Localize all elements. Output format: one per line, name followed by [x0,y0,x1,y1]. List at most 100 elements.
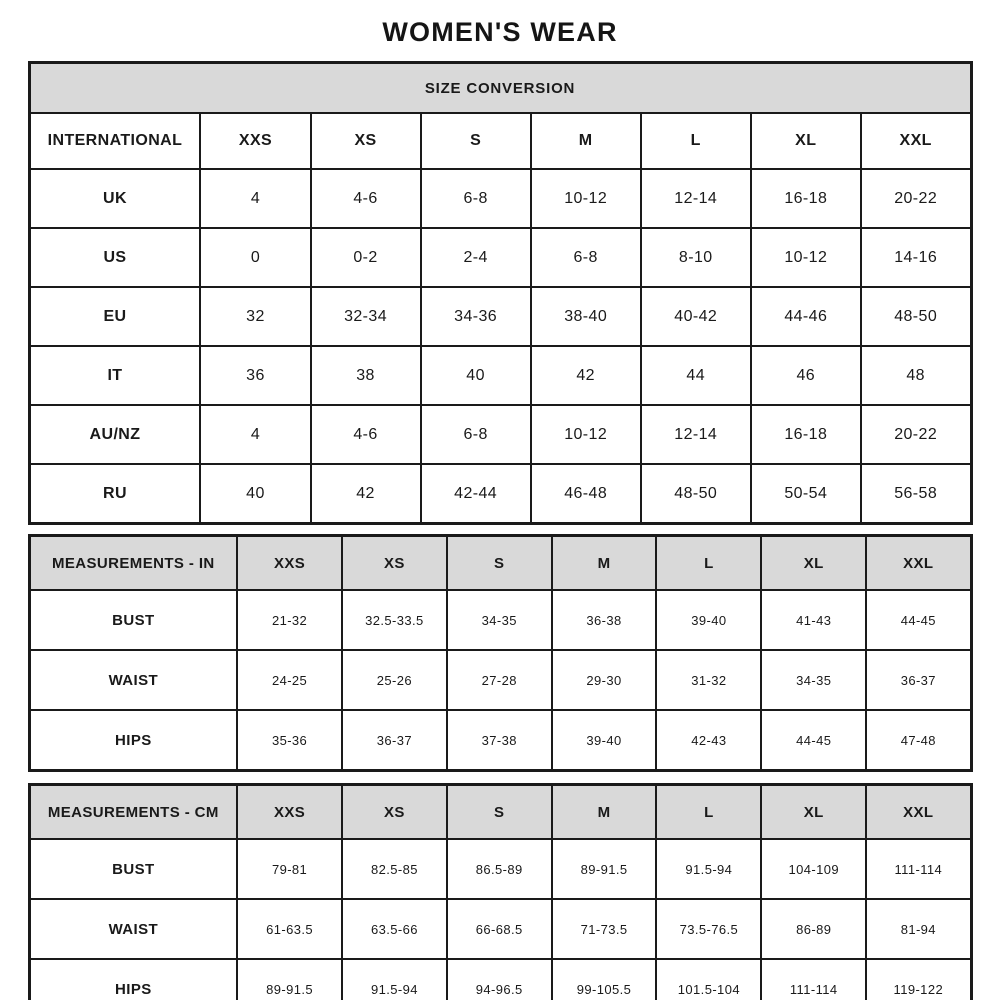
row-label-ru: RU [27,463,202,525]
table-cell: 39-40 [550,709,658,772]
column-header-l: L [655,783,763,840]
table-cell: 16-18 [749,168,862,229]
table-cell: 119-122 [865,958,972,1000]
column-header-row: MEASUREMENTS - CM XXS XS S M L XL XXL [27,783,972,840]
table-cell: 10-12 [529,404,642,465]
column-header-xl: XL [760,783,868,840]
table-cell: 21-32 [236,589,343,651]
table-cell: 16-18 [749,404,862,465]
table-cell: 36 [199,345,312,406]
table-cell: 56-58 [859,463,973,525]
table-cell: 41-43 [760,589,868,651]
column-header-l: L [655,534,763,591]
column-header-m: M [550,783,658,840]
row-label-eu: EU [27,286,202,347]
table-row-au-nz: AU/NZ 4 4-6 6-8 10-12 12-14 16-18 20-22 [27,404,973,465]
column-header-m: M [529,112,642,170]
column-header-xl: XL [749,112,862,170]
column-header-measurements-in: MEASUREMENTS - IN [27,534,239,591]
table-row-waist: WAIST 61-63.5 63.5-66 66-68.5 71-73.5 73.5-76… [27,898,972,960]
page-title: WOMEN'S WEAR [382,17,618,47]
table-cell: 12-14 [639,404,752,465]
row-label-uk: UK [27,168,202,229]
table-cell: 44-45 [760,709,868,772]
table-cell: 40 [199,463,312,525]
column-header-xs: XS [340,534,448,591]
table-cell: 42 [529,345,642,406]
table-row-it: IT 36 38 40 42 44 46 48 [27,345,973,406]
table-cell: 36-37 [865,649,972,711]
table-cell: 111-114 [760,958,868,1000]
table-cell: 24-25 [236,649,343,711]
table-cell: 20-22 [859,168,973,229]
table-row-uk: UK 4 4-6 6-8 10-12 12-14 16-18 20-22 [27,168,973,229]
column-header-s: S [445,534,553,591]
table-cell: 44-46 [749,286,862,347]
column-header-row: INTERNATIONAL XXS XS S M L XL XXL [27,112,973,170]
table-cell: 42-43 [655,709,763,772]
table-cell: 4-6 [309,404,422,465]
table-cell: 48-50 [859,286,973,347]
table-cell: 104-109 [760,838,868,900]
table-cell: 46 [749,345,862,406]
table-banner-row: SIZE CONVERSION [28,61,972,114]
table-cell: 44-45 [865,589,972,651]
table-cell: 2-4 [419,227,532,288]
table-cell: 20-22 [859,404,973,465]
table-cell: 44 [639,345,752,406]
table-row-hips: HIPS 35-36 36-37 37-38 39-40 42-43 44-45 47-48 [27,709,972,772]
table-cell: 36-37 [340,709,448,772]
table-cell: 66-68.5 [445,898,553,960]
table-cell: 42 [309,463,422,525]
table-cell: 73.5-76.5 [655,898,763,960]
table-cell: 91.5-94 [340,958,448,1000]
column-header-s: S [445,783,553,840]
table-cell: 4-6 [309,168,422,229]
table-cell: 29-30 [550,649,658,711]
table-row-ru: RU 40 42 42-44 46-48 48-50 50-54 56-58 [27,463,973,525]
table-cell: 99-105.5 [550,958,658,1000]
row-label-hips: HIPS [27,709,239,772]
table-cell: 10-12 [529,168,642,229]
table-cell: 34-35 [760,649,868,711]
table-cell: 89-91.5 [236,958,343,1000]
row-label-bust: BUST [27,838,239,900]
column-header-xxl: XXL [859,112,973,170]
table-cell: 71-73.5 [550,898,658,960]
table-cell: 37-38 [445,709,553,772]
column-header-international: INTERNATIONAL [27,112,202,170]
table-cell: 0-2 [309,227,422,288]
table-cell: 101.5-104 [655,958,763,1000]
table-banner: SIZE CONVERSION [28,61,972,114]
table-cell: 38-40 [529,286,642,347]
table-cell: 46-48 [529,463,642,525]
table-cell: 4 [199,168,312,229]
row-label-hips: HIPS [27,958,239,1000]
table-row-eu: EU 32 32-34 34-36 38-40 40-42 44-46 48-50 [27,286,973,347]
table-cell: 40 [419,345,532,406]
table-cell: 40-42 [639,286,752,347]
table-cell: 111-114 [865,838,972,900]
size-conversion-table: SIZE CONVERSION INTERNATIONAL XXS XS S M L XL XX… [27,61,973,525]
table-cell: 35-36 [236,709,343,772]
table-cell: 36-38 [550,589,658,651]
column-header-row: MEASUREMENTS - IN XXS XS S M L XL XXL [27,534,972,591]
column-header-xxs: XXS [236,783,343,840]
table-cell: 8-10 [639,227,752,288]
row-label-au-nz: AU/NZ [27,404,202,465]
table-cell: 50-54 [749,463,862,525]
column-header-measurements-cm: MEASUREMENTS - CM [27,783,239,840]
table-cell: 42-44 [419,463,532,525]
column-header-xxs: XXS [199,112,312,170]
table-row-hips: HIPS 89-91.5 91.5-94 94-96.5 99-105.5 101.5-1… [27,958,972,1000]
table-cell: 6-8 [419,404,532,465]
measurements-in-table: MEASUREMENTS - IN XXS XS S M L XL XXL BUST 21-32 3… [27,534,973,772]
table-cell: 48-50 [639,463,752,525]
table-cell: 94-96.5 [445,958,553,1000]
row-label-it: IT [27,345,202,406]
table-cell: 91.5-94 [655,838,763,900]
table-cell: 86.5-89 [445,838,553,900]
table-cell: 12-14 [639,168,752,229]
table-cell: 4 [199,404,312,465]
